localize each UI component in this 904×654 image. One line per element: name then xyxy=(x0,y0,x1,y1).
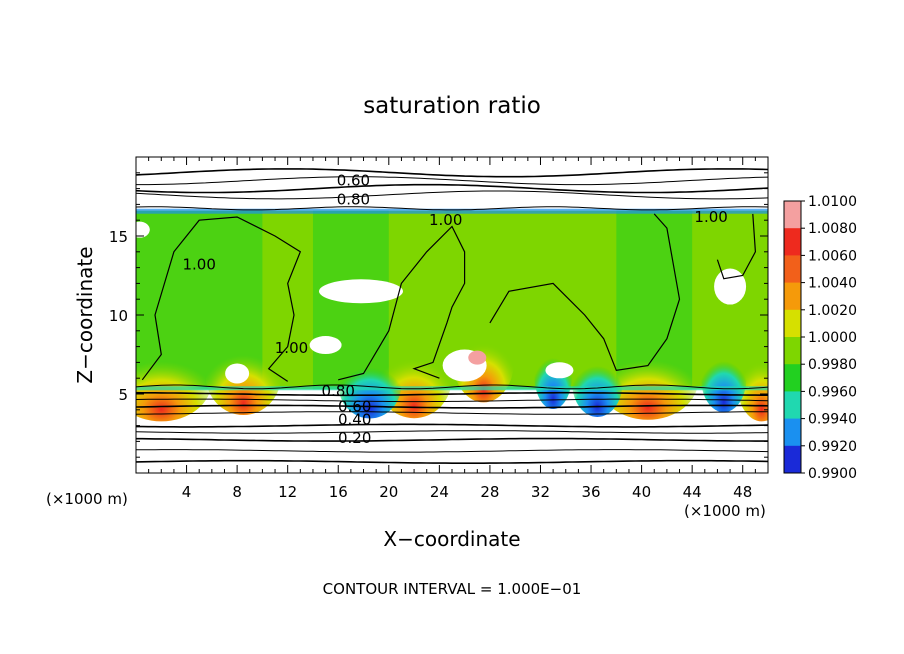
x-tick-label: 12 xyxy=(278,483,297,501)
colorbar-label: 0.9900 xyxy=(808,466,857,482)
contour-label: 1.00 xyxy=(275,339,308,357)
contour-line xyxy=(136,398,768,403)
x-tick-label: 20 xyxy=(379,483,398,501)
colorbar-swatch xyxy=(784,337,801,365)
contour-line xyxy=(136,430,768,434)
colorbar-swatch xyxy=(784,228,801,256)
contour-line-1.00 xyxy=(338,225,466,381)
contour-line xyxy=(136,206,768,211)
contour-lines xyxy=(136,168,768,464)
x-tick-label: 44 xyxy=(683,483,702,501)
x-tick-label: 8 xyxy=(232,483,242,501)
y-tick-label: 5 xyxy=(118,386,128,404)
colorbar-swatch xyxy=(784,364,801,392)
contour-label: 0.20 xyxy=(338,429,371,447)
plot-area xyxy=(136,157,768,473)
colorbar-swatch xyxy=(784,309,801,338)
x-tick-label: 4 xyxy=(182,483,192,501)
clear-air-pocket xyxy=(318,279,403,304)
clear-air-pocket xyxy=(136,221,150,238)
chart-title: saturation ratio xyxy=(363,93,541,119)
x-tick-label: 40 xyxy=(632,483,651,501)
contour-line-1.00 xyxy=(141,216,302,382)
colorbar-label: 1.0040 xyxy=(808,276,857,292)
colorbar-label: 0.9920 xyxy=(808,439,857,455)
supersaturated-plume xyxy=(597,339,699,420)
x-axis-label: X−coordinate xyxy=(383,527,520,551)
contour-line-1.00 xyxy=(489,213,681,371)
contour-label: 1.00 xyxy=(182,255,215,273)
colorbar-label: 1.0080 xyxy=(808,221,857,237)
y-tick-label: 10 xyxy=(109,307,128,325)
clear-air-pocket xyxy=(225,363,250,384)
colorbar-label: 0.9940 xyxy=(808,412,857,428)
contour-label: 0.60 xyxy=(338,398,371,416)
supersaturated-plume xyxy=(736,341,768,422)
contour-line xyxy=(136,423,768,428)
contour-line xyxy=(136,384,768,390)
contour-label: 0.60 xyxy=(337,172,370,190)
cloud-base-edge xyxy=(136,386,768,391)
colorbar-swatch xyxy=(784,445,801,474)
supersaturated-plume xyxy=(136,341,212,422)
contour-line xyxy=(136,437,768,442)
contour-labels: 0.600.801.00 1.001.001.000.800.600.400.20 xyxy=(182,172,727,448)
contour-line xyxy=(136,168,768,178)
colorbar-label: 1.0000 xyxy=(808,330,857,346)
contour-line-1.00 xyxy=(716,213,757,280)
clear-air-pocket xyxy=(545,362,574,379)
contour-label: 1.00 xyxy=(429,211,462,229)
x-tick-label: 32 xyxy=(531,483,550,501)
contour-line xyxy=(136,449,768,453)
contour-line xyxy=(136,190,768,200)
contour-label: 0.80 xyxy=(337,191,370,209)
x-tick-label: 36 xyxy=(581,483,600,501)
contour-label: 0.80 xyxy=(322,382,355,400)
contour-line xyxy=(136,176,768,186)
contour-line xyxy=(136,391,768,397)
contour-label: 1.00 xyxy=(694,208,727,226)
y-axis-label: Z−coordinate xyxy=(73,246,97,383)
colorbar-label: 1.0100 xyxy=(808,194,857,210)
contour-line xyxy=(136,459,768,464)
subsaturated-downdraft xyxy=(572,348,623,417)
contour-line xyxy=(136,183,768,194)
contour-line xyxy=(136,404,768,409)
colorbar-swatch xyxy=(784,255,801,284)
x-axis: 4 8 12 16 20 24 28 32 36 40 44 48 xyxy=(148,157,756,501)
colorbar-label: 0.9980 xyxy=(808,357,857,373)
contour-label: 0.40 xyxy=(338,410,371,428)
subsaturated-downdraft xyxy=(701,344,747,413)
colorbar-swatch xyxy=(784,282,801,311)
y-tick-label: 15 xyxy=(109,228,128,246)
high-supersaturation-spot xyxy=(468,350,487,365)
contour-interval-note: CONTOUR INTERVAL = 1.000E−01 xyxy=(323,580,582,598)
y-axis: 5 10 15 xyxy=(109,172,768,458)
x-tick-label: 28 xyxy=(480,483,499,501)
clear-air-pocket xyxy=(309,336,342,355)
colorbar-label: 1.0060 xyxy=(808,248,857,264)
saturation-field xyxy=(136,208,768,422)
x-tick-label: 48 xyxy=(733,483,752,501)
x-unit-right: (×1000 m) xyxy=(684,502,766,520)
clear-air-pocket xyxy=(714,268,747,305)
x-tick-label: 24 xyxy=(430,483,449,501)
colorbar-label: 1.0020 xyxy=(808,303,857,319)
colorbar-label: 0.9960 xyxy=(808,384,857,400)
cloud-top-edge xyxy=(136,208,768,214)
x-tick-label: 16 xyxy=(329,483,348,501)
colorbar: 1.0100 1.0080 1.0060 1.0040 1.0020 1.0000 0.99… xyxy=(783,194,857,482)
colorbar-swatch xyxy=(784,201,801,229)
x-unit-left: (×1000 m) xyxy=(46,490,128,508)
colorbar-swatch xyxy=(784,391,801,420)
contour-line xyxy=(136,411,768,415)
colorbar-swatch xyxy=(784,418,801,447)
